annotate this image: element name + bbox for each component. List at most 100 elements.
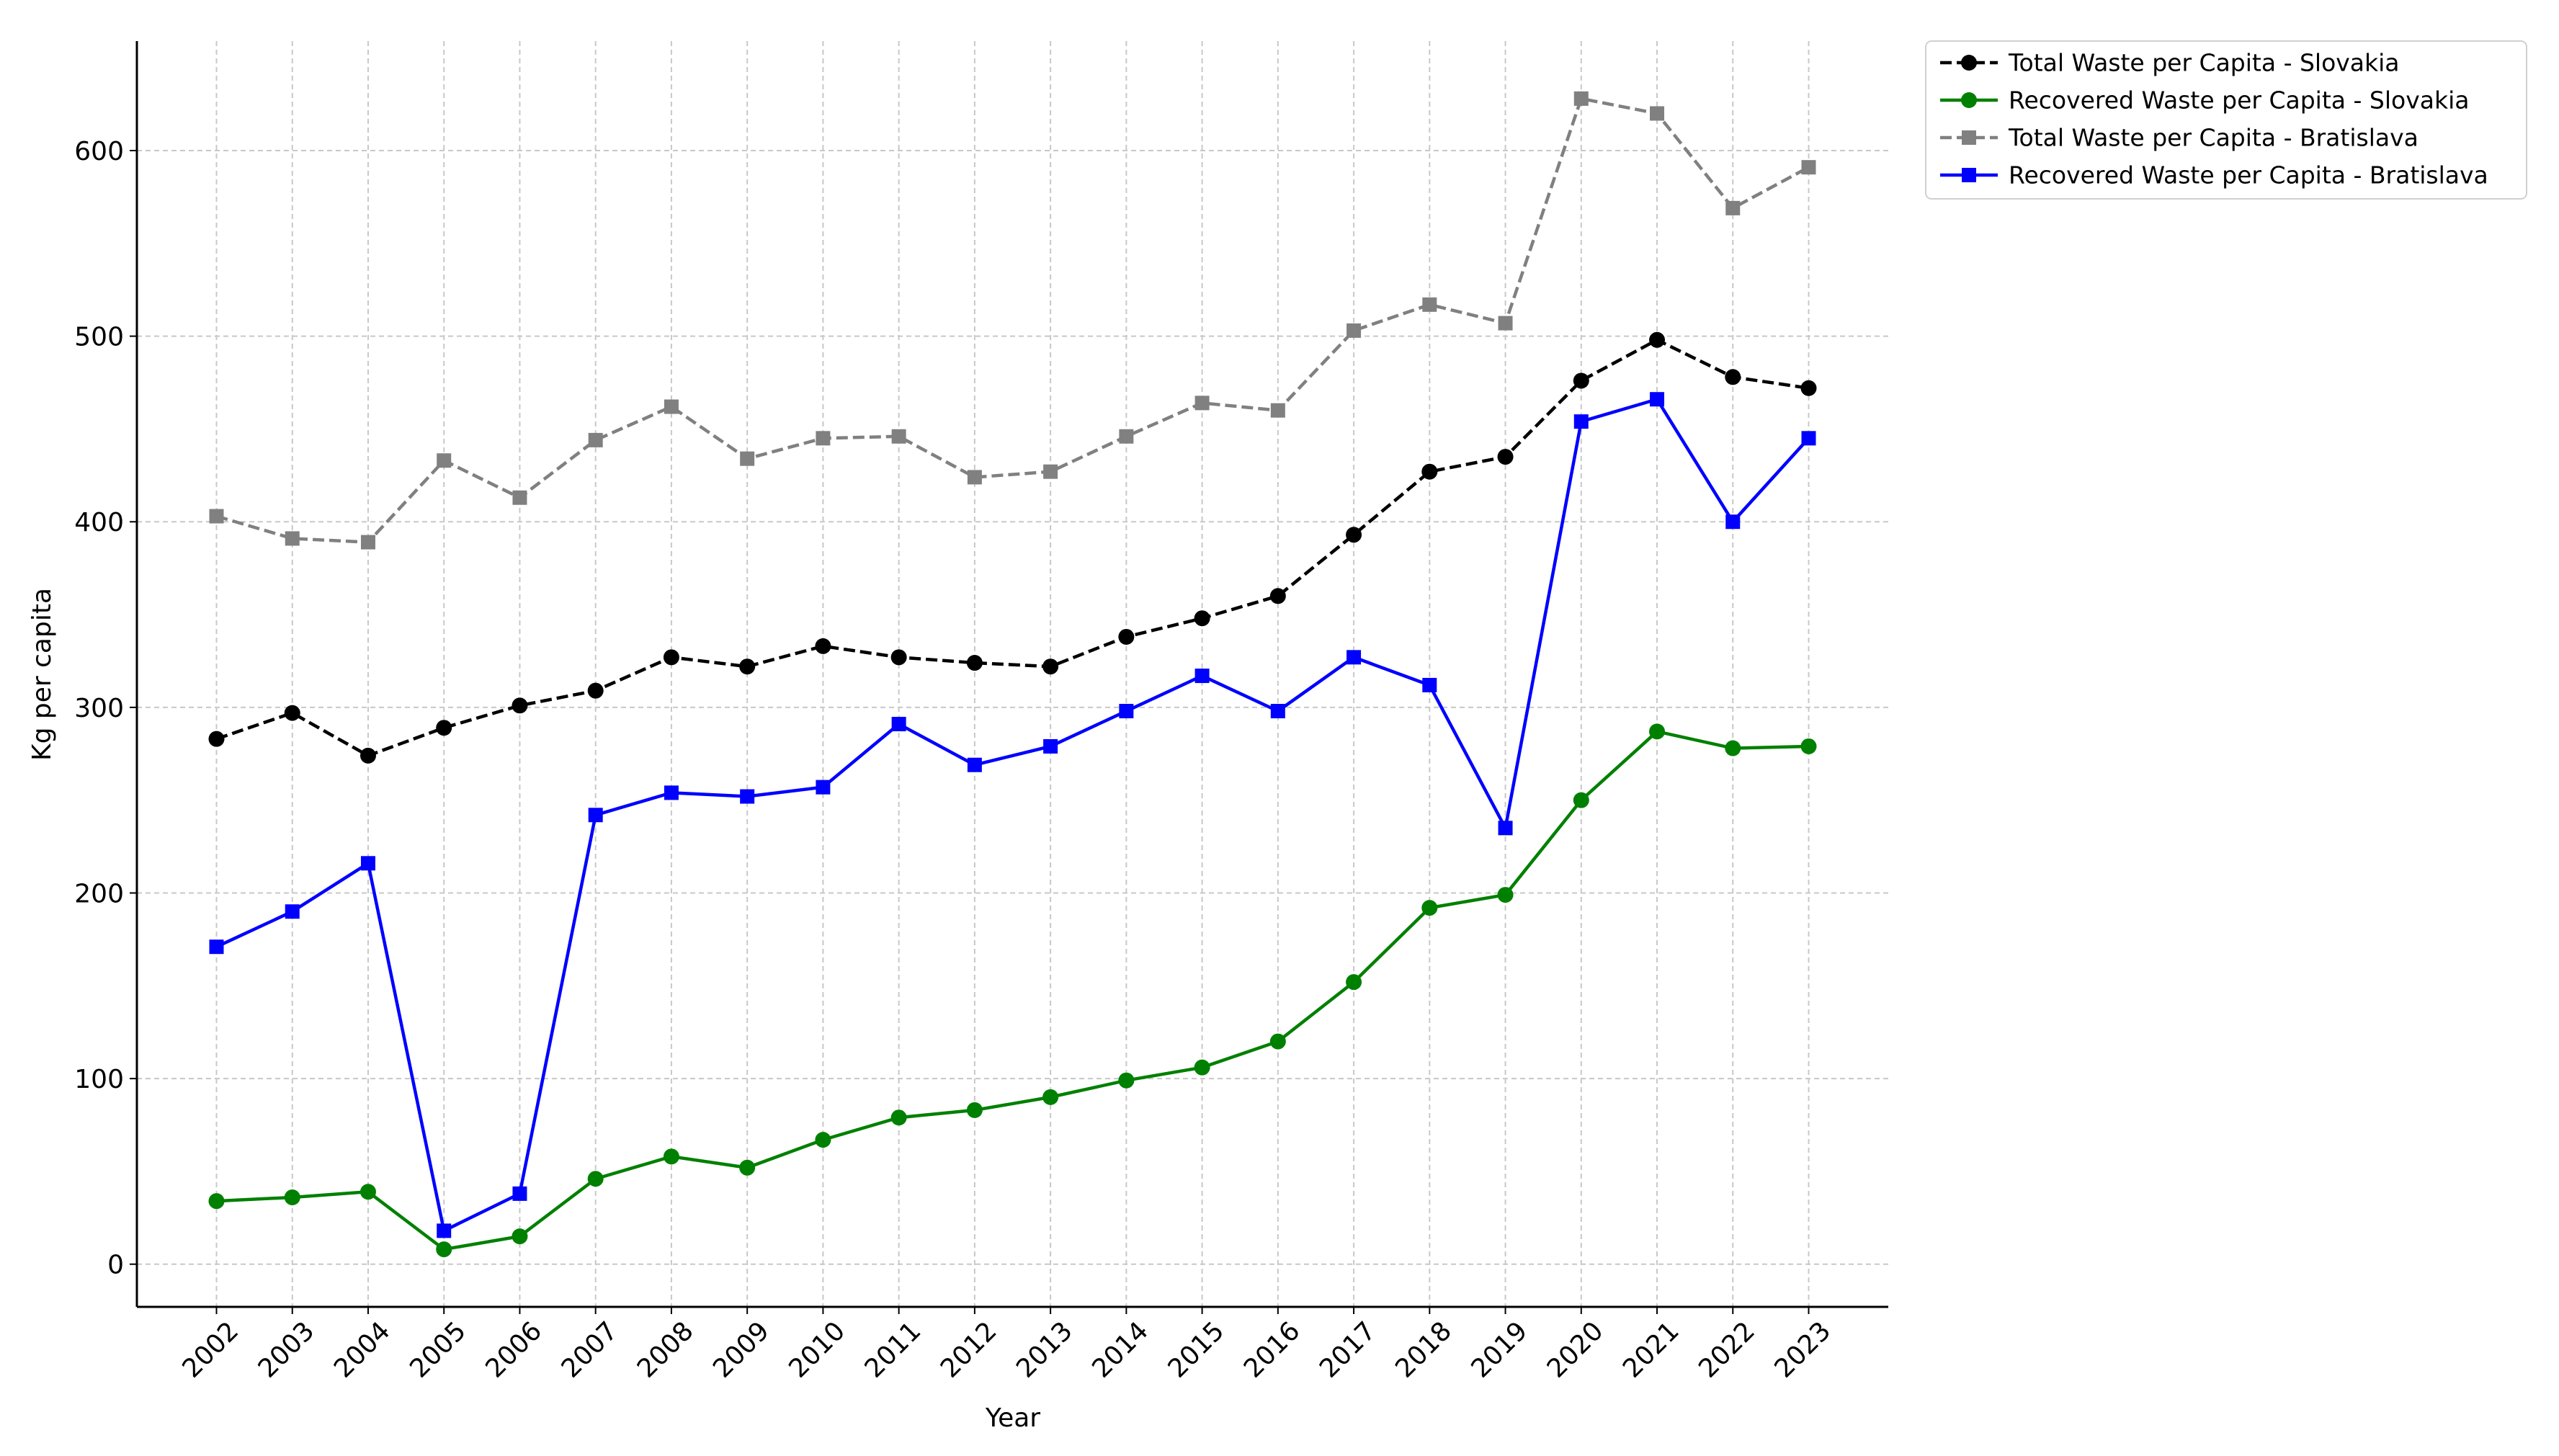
legend-label: Recovered Waste per Capita - Bratislava (2009, 161, 2488, 189)
marker (663, 1148, 679, 1165)
x-tick-label: 2004 (329, 1316, 396, 1384)
marker (1421, 463, 1438, 480)
marker (1498, 316, 1513, 331)
y-tick-label: 400 (74, 508, 124, 537)
x-tick-label: 2016 (1238, 1316, 1306, 1384)
marker (1346, 974, 1362, 991)
marker (1347, 650, 1362, 665)
x-tick-label: 2017 (1314, 1316, 1382, 1384)
marker (815, 638, 831, 654)
marker (1269, 588, 1286, 604)
marker (1497, 449, 1514, 465)
x-axis-label: Year (985, 1403, 1040, 1433)
x-tick-label: 2021 (1617, 1316, 1685, 1384)
x-tick-label: 2019 (1466, 1316, 1534, 1384)
marker (1573, 372, 1589, 389)
marker (1801, 431, 1816, 446)
legend-label: Total Waste per Capita - Bratislava (2008, 124, 2419, 152)
marker (1422, 297, 1437, 312)
marker (1422, 677, 1437, 692)
marker (1042, 1089, 1059, 1105)
series-line (215, 397, 1810, 1233)
marker (208, 731, 225, 747)
marker (1194, 610, 1210, 627)
marker (360, 535, 375, 550)
marker (1043, 464, 1058, 479)
y-tick-label: 300 (74, 694, 124, 723)
x-tick-label: 2012 (935, 1316, 1003, 1384)
marker (1118, 628, 1135, 645)
marker (890, 649, 907, 666)
marker (1725, 740, 1741, 756)
x-tick-label: 2023 (1769, 1316, 1836, 1384)
x-tick-label: 2008 (632, 1316, 700, 1384)
marker (1573, 414, 1589, 429)
marker (740, 789, 755, 804)
x-tick-label: 2022 (1693, 1316, 1761, 1384)
marker (1346, 527, 1362, 543)
legend-label: Recovered Waste per Capita - Slovakia (2009, 86, 2469, 115)
marker (588, 808, 603, 823)
marker (739, 658, 756, 675)
marker (588, 432, 603, 447)
marker (1800, 738, 1817, 754)
marker (1270, 704, 1285, 719)
marker (587, 682, 604, 699)
x-tick-label: 2015 (1163, 1316, 1231, 1384)
x-tick-label: 2010 (783, 1316, 851, 1384)
marker (512, 490, 527, 505)
marker (967, 757, 982, 772)
y-tick-label: 500 (74, 323, 124, 352)
y-tick-label: 100 (74, 1065, 124, 1094)
marker (1573, 91, 1589, 106)
marker (1962, 168, 1976, 182)
marker (1194, 669, 1210, 684)
marker (1725, 200, 1741, 215)
marker (1194, 1059, 1210, 1076)
marker (285, 531, 300, 546)
marker (1573, 792, 1589, 808)
marker (512, 1186, 527, 1201)
marker (1270, 403, 1285, 418)
marker (891, 429, 906, 444)
x-tick-label: 2003 (253, 1316, 321, 1384)
marker (1961, 92, 1977, 108)
marker (360, 856, 375, 871)
marker (1801, 160, 1816, 175)
x-tick-label: 2007 (556, 1316, 624, 1384)
series-line (215, 338, 1809, 758)
marker (209, 509, 224, 524)
marker (966, 655, 983, 671)
marker (512, 1228, 528, 1245)
marker (1650, 392, 1665, 407)
marker (967, 470, 982, 485)
marker (209, 939, 224, 955)
marker (436, 1241, 452, 1258)
x-tick-label: 2020 (1542, 1316, 1609, 1384)
series-line (215, 97, 1810, 544)
marker (1498, 821, 1513, 836)
marker (436, 720, 452, 736)
marker (1421, 900, 1438, 916)
marker (1962, 130, 1976, 145)
marker (664, 399, 679, 414)
y-tick-label: 0 (107, 1251, 124, 1280)
marker (1800, 380, 1817, 396)
marker (891, 717, 906, 732)
legend-box (1925, 40, 2527, 200)
marker (1725, 369, 1741, 385)
marker (1649, 331, 1666, 348)
x-tick-label: 2018 (1390, 1316, 1457, 1384)
y-tick-label: 200 (74, 879, 124, 908)
marker (1042, 658, 1059, 675)
marker (1118, 1072, 1135, 1089)
marker (890, 1109, 907, 1126)
marker (1649, 723, 1666, 740)
marker (587, 1171, 604, 1187)
series-line (216, 729, 1809, 1251)
marker (437, 1223, 452, 1238)
marker (208, 1193, 225, 1210)
marker (1347, 323, 1362, 338)
